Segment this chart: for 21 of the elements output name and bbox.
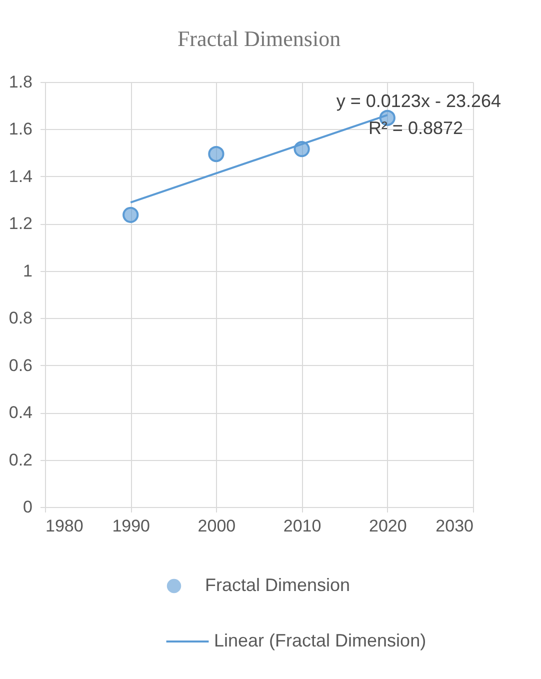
y-tick-label: 0	[23, 498, 32, 516]
x-tick-label: 2020	[368, 516, 407, 536]
y-tick-label: 0.8	[8, 308, 32, 328]
x-tick-label: 2010	[283, 516, 322, 536]
legend-label: Fractal Dimension	[205, 575, 350, 595]
y-tick-label: 0.6	[8, 356, 32, 375]
x-tick-label: 2030	[436, 516, 474, 536]
y-tick-label: 1	[23, 261, 32, 280]
y-tick-label: 1.8	[8, 72, 32, 92]
y-tick-label: 1.4	[8, 166, 32, 186]
x-tick-label: 2000	[198, 516, 236, 536]
annotation: y = 0.0123x - 23.264	[336, 91, 501, 111]
y-tick-label: 1.6	[8, 120, 32, 139]
annotation: R² = 0.8872	[368, 118, 463, 138]
x-tick-label: 1990	[112, 516, 150, 536]
y-tick-label: 0.4	[8, 403, 32, 422]
y-tick-label: 1.2	[8, 214, 32, 234]
y-tick-label: 0.2	[8, 450, 32, 470]
legend-label: Linear (Fractal Dimension)	[214, 630, 426, 650]
chart-title: Fractal Dimension	[177, 26, 341, 51]
x-tick-label: 1980	[46, 516, 84, 536]
